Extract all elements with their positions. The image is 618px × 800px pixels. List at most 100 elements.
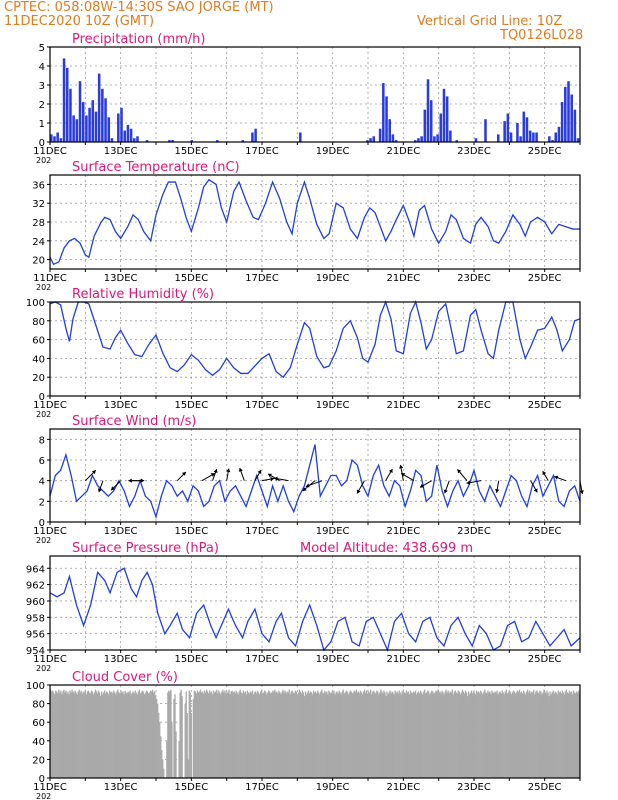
- cloud-bar: [264, 690, 266, 778]
- cloud-bar: [184, 703, 186, 778]
- cloud-bar: [145, 690, 148, 778]
- cloud-bar: [379, 692, 381, 778]
- cloud-bar: [396, 691, 398, 778]
- cloud-bar: [350, 691, 352, 778]
- wind-frame: [49, 428, 581, 523]
- pressure-panel: [47, 555, 581, 653]
- precip-bar: [560, 102, 564, 142]
- cloud-bar: [513, 691, 516, 778]
- pressure-line: [49, 567, 581, 653]
- cloud-bar: [550, 694, 552, 778]
- cloud-bar: [300, 693, 303, 778]
- cloud-bar: [71, 689, 73, 778]
- precip-bar: [372, 136, 376, 142]
- cloud-bar: [52, 690, 54, 778]
- cloud-bar: [466, 696, 469, 778]
- temp-xtick-label: 13DEC: [104, 273, 138, 284]
- cloud-bar: [460, 692, 463, 778]
- cloud-bar: [251, 690, 254, 778]
- header-model-id: TQ0126L028: [500, 28, 584, 43]
- cloud-bar: [381, 691, 383, 778]
- cloud-bar: [360, 692, 363, 778]
- cloud-bar: [337, 693, 339, 778]
- cloud-bar: [179, 692, 181, 778]
- cloud-bar: [141, 690, 144, 778]
- cloud-bar: [490, 694, 492, 778]
- cloud-bar: [325, 692, 327, 778]
- temp-ytick-label: 32: [32, 199, 45, 210]
- cloud-bar: [220, 694, 222, 778]
- precip-panel: [47, 46, 581, 145]
- cloud-bar: [401, 691, 403, 778]
- cloud-bar: [400, 694, 402, 778]
- pressure-frame: [49, 555, 581, 651]
- cloud-bar: [230, 691, 232, 778]
- cloud-xtick-label: 19DEC: [316, 782, 350, 793]
- precip-bar: [241, 140, 245, 142]
- cloud-bar: [504, 691, 506, 778]
- cloud-bar: [81, 693, 83, 778]
- cloud-ytick-label: 60: [32, 718, 45, 729]
- cloud-bar: [296, 694, 298, 778]
- pressure-annotation: Model Altitude: 438.699 m: [300, 541, 473, 556]
- cloud-bar: [315, 691, 317, 778]
- cloud-bar: [366, 693, 369, 778]
- cloud-bar: [356, 692, 359, 778]
- precip-bar: [474, 138, 478, 142]
- cloud-bar: [523, 692, 526, 778]
- cloud-bar: [203, 690, 206, 778]
- cloud-xtick-label: 13DEC: [104, 782, 138, 793]
- precip-bar: [91, 100, 95, 142]
- cloud-bar: [452, 694, 454, 778]
- precip-ytick-label: 4: [39, 62, 45, 73]
- cloud-bar: [398, 690, 400, 778]
- cloud-bar: [281, 691, 283, 778]
- cloud-bar: [442, 692, 444, 778]
- pressure-title: Surface Pressure (hPa): [72, 541, 219, 556]
- cloud-bar: [142, 691, 145, 778]
- wind-arrow-head: [238, 467, 243, 472]
- precip-ytick-label: 0: [39, 138, 45, 149]
- cloud-bar: [229, 694, 231, 778]
- cloud-bar: [376, 690, 378, 778]
- wind-arrow-head: [302, 487, 307, 491]
- rh-xtick-label: 15DEC: [174, 400, 208, 411]
- cloud-bar: [132, 691, 134, 778]
- cloud-bar: [574, 693, 577, 778]
- header-init-time: 11DEC2020 10Z (GMT): [4, 14, 155, 29]
- cloud-bar: [446, 692, 448, 778]
- cloud-bar: [439, 691, 441, 778]
- cloud-bar: [562, 692, 564, 778]
- header-grid-note: Vertical Grid Line: 10Z: [417, 14, 563, 29]
- cloud-bar: [128, 692, 130, 778]
- cloud-bar: [113, 690, 115, 778]
- temp-xtick-label: 11DEC: [33, 273, 67, 284]
- wind-arrow-head: [97, 488, 102, 493]
- precip-bar: [385, 96, 388, 142]
- cloud-bar: [487, 690, 489, 778]
- wind-arrow-head: [579, 490, 584, 494]
- cloud-bar: [535, 691, 537, 778]
- precip-bar: [81, 102, 85, 142]
- cloud-bar: [518, 689, 521, 778]
- cloud-bar: [427, 690, 429, 778]
- cloud-bar: [429, 694, 431, 778]
- cloud-bar: [371, 694, 373, 778]
- cloud-bar: [125, 692, 127, 778]
- cloud-bar: [150, 691, 153, 778]
- cloud-bar: [380, 689, 382, 778]
- cloud-bar: [68, 694, 70, 778]
- precip-bar: [455, 140, 459, 142]
- wind-arrow-head: [419, 483, 424, 488]
- cloud-bar: [127, 691, 129, 778]
- cloud-bar: [254, 691, 257, 778]
- cloud-bar: [178, 740, 180, 778]
- cloud-bar: [83, 692, 85, 778]
- cloud-bar: [394, 690, 396, 778]
- cloud-bar: [221, 691, 223, 778]
- precip-bar: [570, 94, 573, 142]
- cloud-bar: [528, 692, 530, 778]
- cloud-bar: [259, 691, 262, 778]
- cloud-bar: [542, 692, 544, 778]
- cloud-bar: [552, 690, 554, 778]
